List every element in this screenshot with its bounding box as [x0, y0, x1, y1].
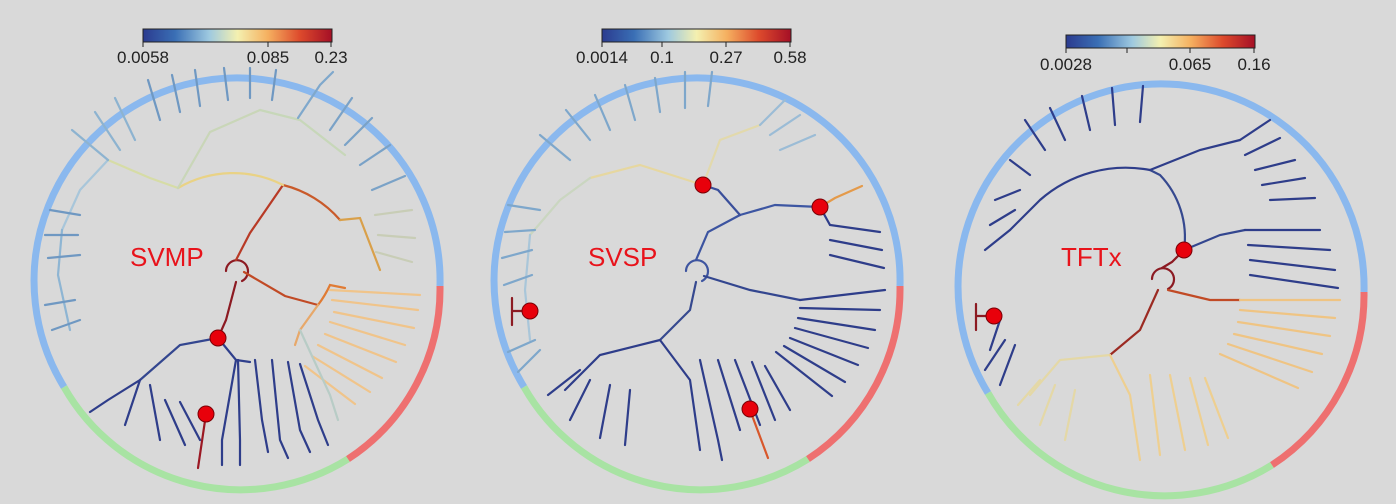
- clade-arc-red: [346, 285, 444, 462]
- marked-node: [694, 176, 712, 194]
- colorbar-tick-label: 0.085: [247, 48, 290, 67]
- clade-ring: [30, 74, 444, 494]
- clade-arc-red: [806, 285, 904, 462]
- clade-arc-green: [520, 385, 810, 494]
- colorbar-tick-label: 0.16: [1237, 55, 1270, 74]
- phylogenetic-tree: [974, 84, 1342, 462]
- marked-node: [741, 400, 759, 418]
- tree-panel-tftx: 0.0028 0.065 0.16: [954, 34, 1368, 500]
- node-markers: [197, 329, 227, 423]
- clade-ring: [490, 74, 904, 494]
- marked-node: [1175, 241, 1193, 259]
- clade-arc-green: [984, 391, 1274, 500]
- marked-node: [209, 329, 227, 347]
- clade-arc-blue: [30, 74, 444, 389]
- phylogenetic-tree: [43, 66, 422, 470]
- colorbar-gradient: [142, 28, 333, 43]
- panel-label: SVMP: [130, 242, 204, 272]
- colorbar-gradient: [601, 28, 792, 43]
- colorbar: 0.0014 0.1 0.27 0.58: [576, 28, 807, 67]
- phylogenetic-tree: [500, 70, 887, 462]
- colorbar-tick-label: 0.065: [1169, 55, 1212, 74]
- colorbar-gradient: [1065, 34, 1256, 49]
- colorbar-tick-label: 0.0058: [117, 48, 169, 67]
- tree-panel-svmp: 0.0058 0.085 0.23: [30, 28, 444, 494]
- panel-label: TFTx: [1061, 242, 1122, 272]
- colorbar: 0.0028 0.065 0.16: [1040, 34, 1271, 74]
- marked-node: [985, 307, 1003, 325]
- marked-node: [197, 405, 215, 423]
- panel-label: SVSP: [588, 242, 657, 272]
- tree-panel-svsp: 0.0014 0.1 0.27 0.58: [490, 28, 904, 494]
- clade-arc-red: [1270, 291, 1368, 468]
- colorbar-tick-label: 0.0014: [576, 48, 628, 67]
- colorbar-tick-label: 0.1: [650, 48, 674, 67]
- colorbar-tick-label: 0.0028: [1040, 55, 1092, 74]
- colorbar-tick-label: 0.58: [773, 48, 806, 67]
- colorbar-tick-label: 0.23: [314, 48, 347, 67]
- clade-arc-blue: [490, 74, 904, 389]
- node-markers: [521, 176, 829, 418]
- clade-arc-green: [60, 385, 350, 494]
- colorbar-tick-label: 0.27: [709, 48, 742, 67]
- colorbar: 0.0058 0.085 0.23: [117, 28, 348, 67]
- clade-ring: [954, 80, 1368, 500]
- node-markers: [985, 241, 1193, 325]
- marked-node: [521, 302, 539, 320]
- marked-node: [811, 198, 829, 216]
- clade-arc-blue: [954, 80, 1368, 395]
